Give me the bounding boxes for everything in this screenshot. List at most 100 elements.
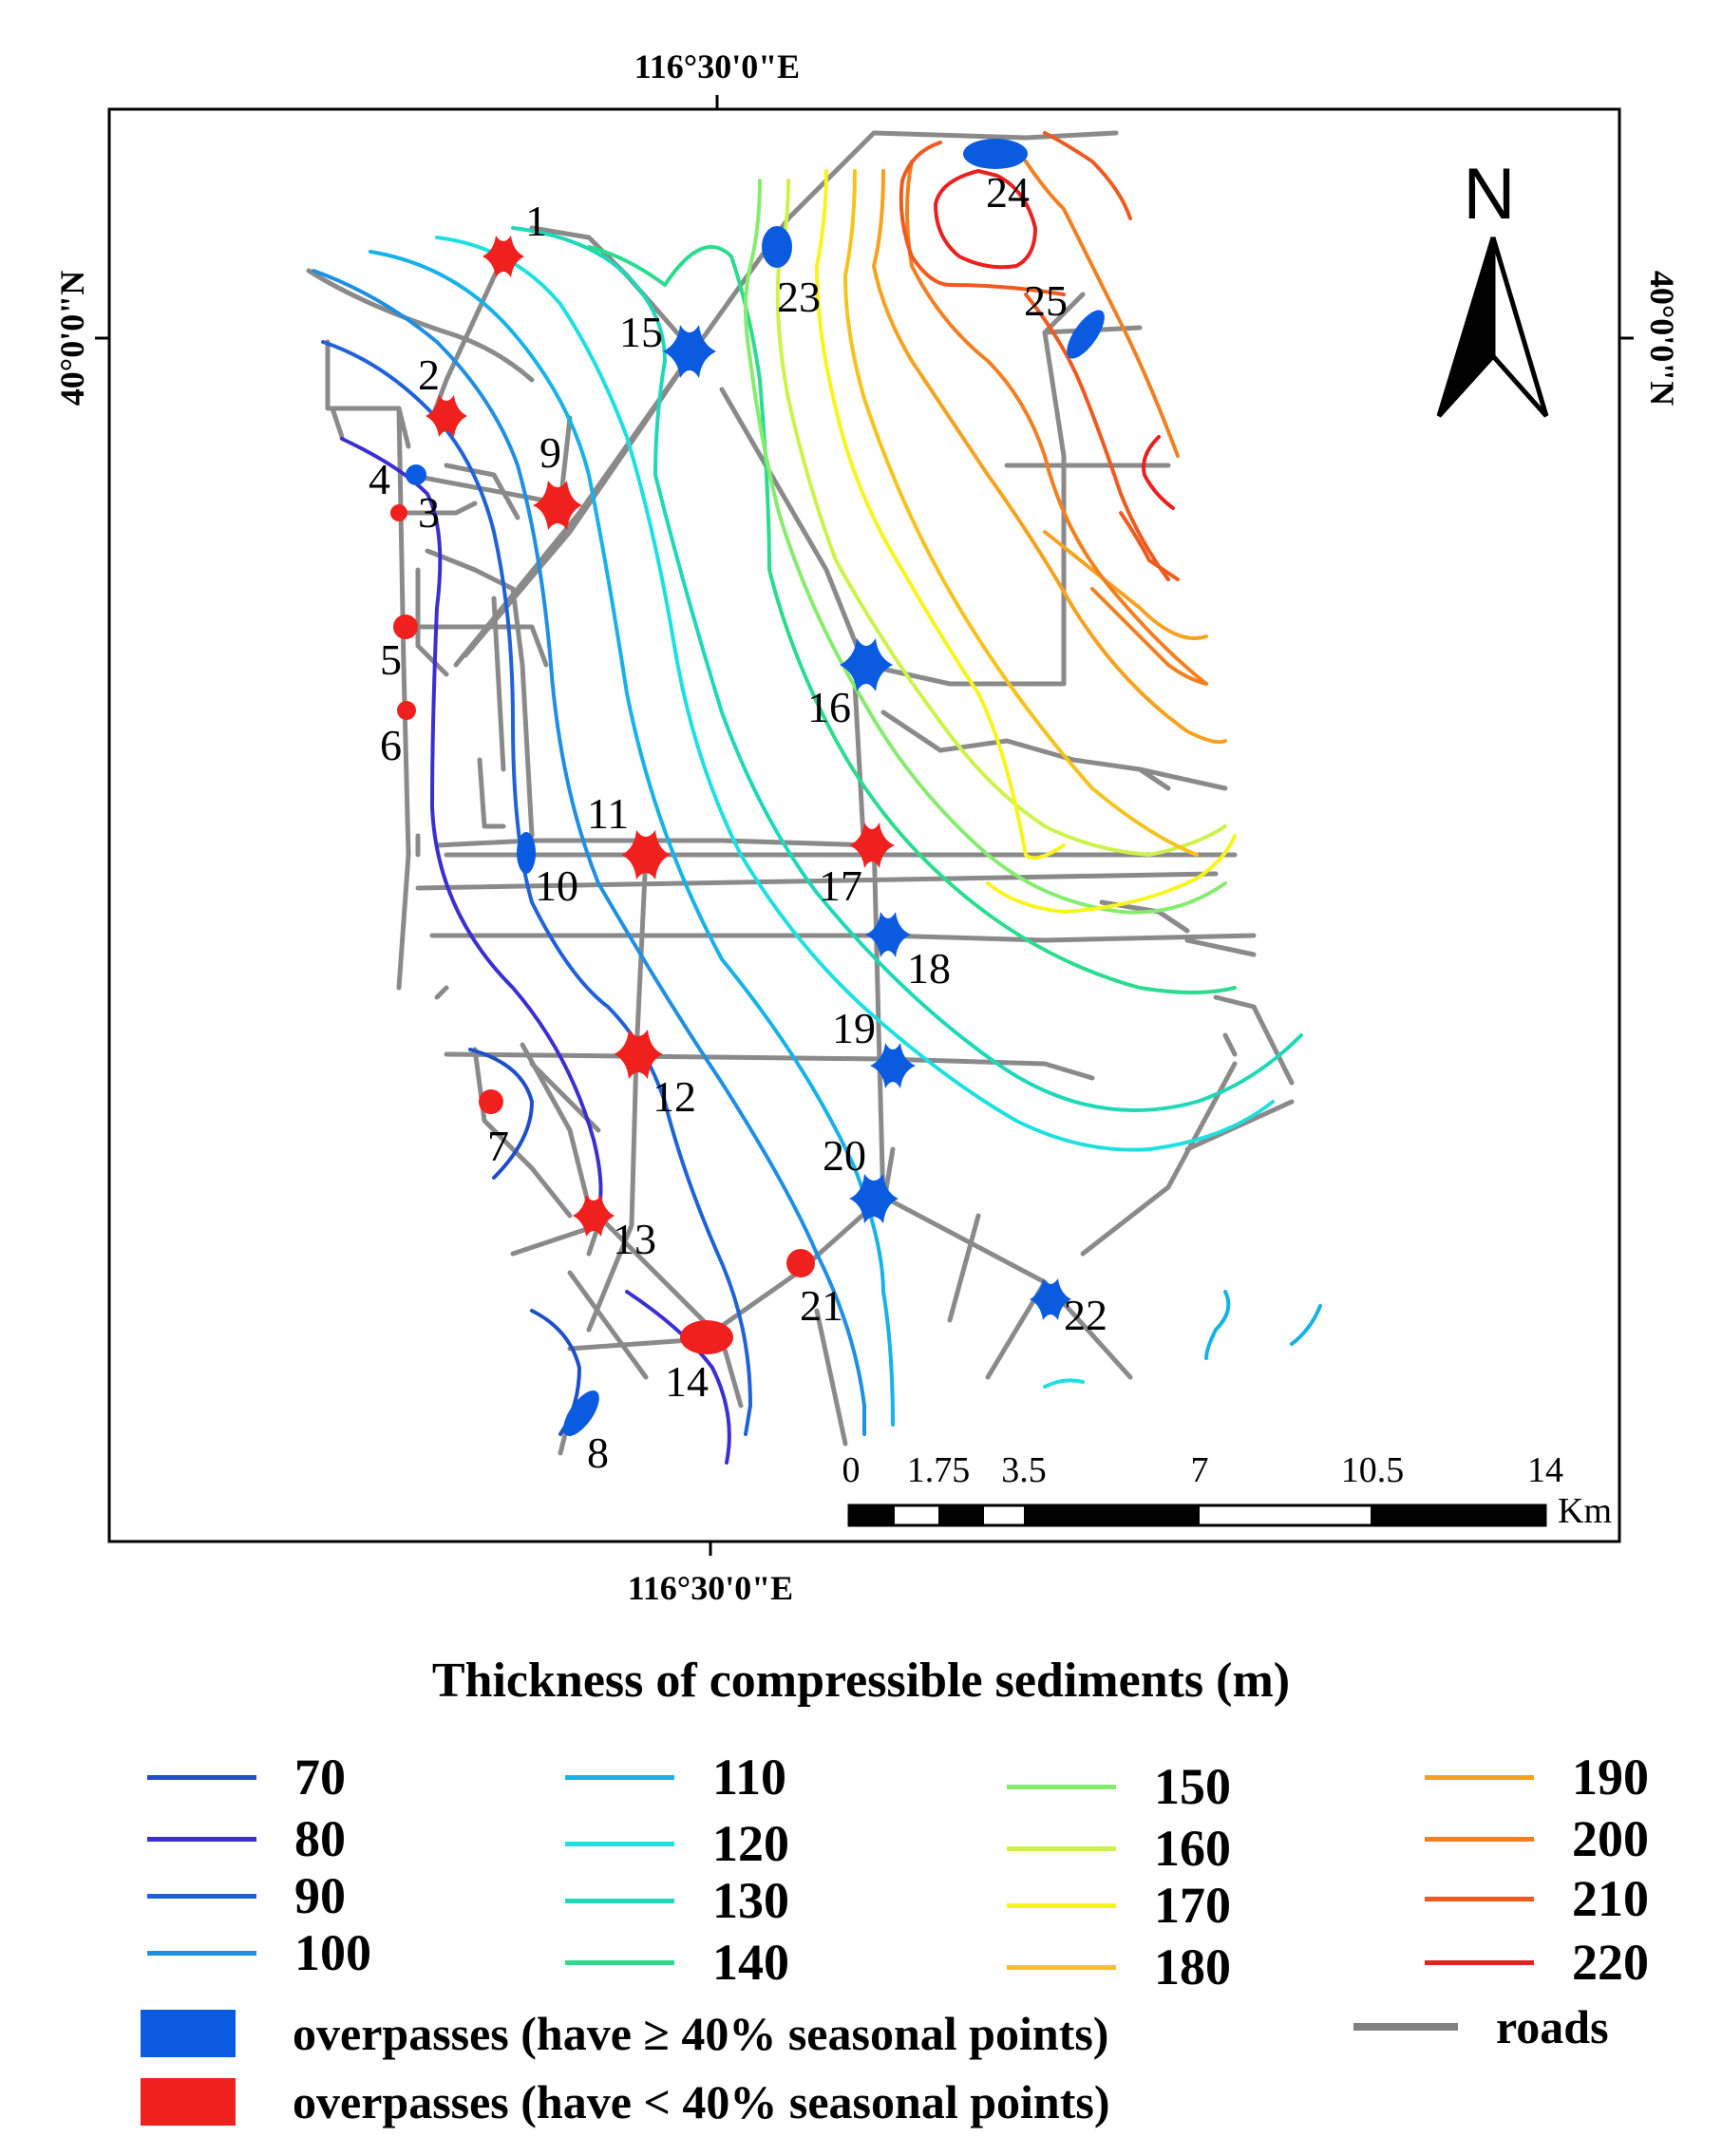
legend-item-100: 100 [147,1923,371,1982]
legend-label-200: 200 [1572,1810,1649,1867]
overpass-23 [762,226,792,268]
legend-item-200: 200 [1425,1809,1649,1868]
overpass-8 [563,1390,599,1436]
overpass-label-13: 13 [613,1215,656,1263]
contour-140 [587,245,1237,994]
overpass-21 [786,1249,815,1277]
legend-item-90: 90 [147,1866,346,1925]
legend-item-roads: roads [1353,1999,1609,2054]
overpass-22 [1030,1278,1071,1320]
legend-line-210 [1425,1896,1534,1901]
contour-110-c [1290,1304,1322,1346]
overpass-label-3: 3 [418,488,440,537]
legend-label-lt40: overpasses (have < 40% seasonal points) [293,2075,1110,2128]
legend-line-130 [565,1898,674,1903]
contour-lines [312,131,1322,1465]
legend-label-150: 150 [1154,1758,1231,1815]
legend-item-overpass-lt40: overpasses (have < 40% seasonal points) [141,2074,1109,2129]
contour-210-c [1024,293,1170,581]
legend-label-170: 170 [1154,1877,1231,1934]
legend-item-210: 210 [1425,1869,1649,1928]
overpass-label-2: 2 [418,350,440,399]
legend: Thickness of compressible sediments (m) … [0,1615,1722,2156]
overpass-label-16: 16 [807,683,851,731]
contour-210-d [1119,511,1180,581]
legend-line-170 [1007,1902,1116,1908]
legend-label-160: 160 [1154,1820,1231,1877]
contour-200 [905,160,1208,686]
legend-label-roads: roads [1496,2000,1609,2053]
overpass-label-4: 4 [369,455,390,503]
overpass-13 [573,1195,615,1237]
overpass-12 [614,1030,663,1079]
contour-170 [815,169,1066,861]
north-arrow: N [1436,154,1549,418]
legend-label-220: 220 [1572,1934,1649,1991]
legend-line-120 [565,1841,674,1846]
overpass-1 [483,236,524,277]
overpass-5 [393,615,418,639]
overpass-label-12: 12 [653,1072,696,1121]
overpass-labels: 1 2 3 4 5 6 7 8 9 10 11 12 13 14 15 16 1… [369,168,1107,1477]
scale-tick-2: 3.5 [1001,1450,1047,1490]
contour-190-b [1043,530,1208,640]
overpass-label-22: 22 [1064,1291,1107,1339]
legend-item-170: 170 [1007,1876,1231,1935]
overpass-label-21: 21 [800,1281,843,1330]
legend-item-overpass-ge40: overpasses (have ≥ 40% seasonal points) [141,2006,1108,2061]
right-lat-label: 40°0'0"N [1643,271,1681,406]
legend-label-100: 100 [294,1924,371,1981]
map-figure: 116°30'0"E 116°30'0"E 40°0'0"N 40°0'0"N [53,47,1681,1607]
scale-tick-5: 14 [1527,1450,1563,1490]
overpass-label-24: 24 [986,168,1030,217]
contour-90 [321,340,752,1436]
overpass-label-20: 20 [823,1131,866,1180]
legend-line-100 [147,1950,256,1956]
bottom-lon-label: 116°30'0"E [628,1569,793,1607]
legend-label-70: 70 [294,1749,346,1806]
legend-label-190: 190 [1572,1749,1649,1806]
scale-tick-0: 0 [842,1450,861,1490]
contour-190 [872,169,1227,745]
overpass-label-5: 5 [380,635,402,684]
legend-line-90 [147,1893,256,1899]
overpass-16 [840,638,893,691]
legend-label-ge40: overpasses (have ≥ 40% seasonal points) [293,2007,1109,2060]
overpass-label-8: 8 [587,1428,609,1477]
legend-line-180 [1007,1964,1116,1970]
contour-80-b [625,1290,731,1465]
legend-item-110: 110 [565,1748,786,1806]
legend-line-150 [1007,1784,1116,1789]
contour-210 [899,141,1066,296]
contour-130 [511,226,1303,1112]
contour-120 [435,236,1275,1152]
legend-item-150: 150 [1007,1757,1231,1816]
legend-item-140: 140 [565,1933,789,1992]
legend-label-140: 140 [712,1934,789,1991]
contour-110 [369,250,895,1427]
contour-220 [934,169,1037,270]
overpass-label-1: 1 [525,197,547,245]
overpass-25 [1067,310,1105,359]
legend-line-80 [147,1836,256,1842]
overpass-10 [517,832,536,874]
contour-70 [468,1048,534,1180]
legend-line-220 [1425,1959,1534,1965]
legend-item-130: 130 [565,1871,789,1930]
scale-unit: Km [1558,1491,1612,1531]
overpass-label-6: 6 [380,721,402,769]
scale-tick-4: 10.5 [1341,1450,1405,1490]
legend-line-140 [565,1959,674,1965]
legend-item-220: 220 [1425,1933,1649,1992]
contour-120-b [1043,1378,1085,1389]
legend-label-90: 90 [294,1867,346,1924]
overpass-label-7: 7 [487,1122,509,1170]
overpass-label-9: 9 [539,428,561,477]
legend-label-80: 80 [294,1810,346,1867]
north-label: N [1464,154,1516,235]
overpass-20 [849,1174,899,1223]
overpass-label-10: 10 [535,861,578,910]
scale-tick-1: 1.75 [907,1450,971,1490]
overpass-label-25: 25 [1024,276,1068,325]
overpass-17 [849,823,895,868]
